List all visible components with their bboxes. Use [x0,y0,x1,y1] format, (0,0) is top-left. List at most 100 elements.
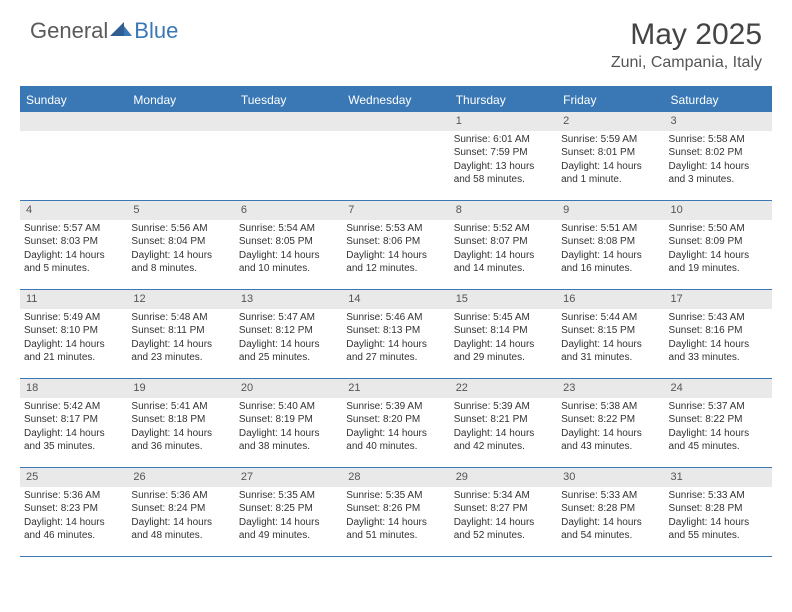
sunrise-text: Sunrise: 5:53 AM [346,222,445,236]
sunset-text: Sunset: 8:17 PM [24,413,123,427]
sun-info: Sunrise: 5:40 AMSunset: 8:19 PMDaylight:… [235,400,342,454]
day-cell: 6Sunrise: 5:54 AMSunset: 8:05 PMDaylight… [235,201,342,289]
day-cell: 29 Sunrise: 5:34 AMSunset: 8:27 PMDayligh… [450,468,557,556]
sunrise-text: Sunrise: 5:51 AM [561,222,660,236]
sunset-text: Sunset: 8:03 PM [24,235,123,249]
day-number [342,112,449,131]
day-header: Sunday [20,88,127,112]
sunset-text: Sunset: 8:25 PM [239,502,338,516]
week-row: 11Sunrise: 5:49 AMSunset: 8:10 PMDayligh… [20,290,772,379]
sun-info: Sunrise: 5:39 AMSunset: 8:21 PMDaylight:… [450,400,557,454]
daylight-text: Daylight: 14 hours and 45 minutes. [669,427,768,454]
daylight-text: Daylight: 14 hours and 3 minutes. [669,160,768,187]
sunrise-text: Sunrise: 5:49 AM [24,311,123,325]
day-cell: 15Sunrise: 5:45 AMSunset: 8:14 PMDayligh… [450,290,557,378]
daylight-text: Daylight: 14 hours and 27 minutes. [346,338,445,365]
day-number [235,112,342,131]
day-number: 15 [450,290,557,309]
day-cell: 13Sunrise: 5:47 AMSunset: 8:12 PMDayligh… [235,290,342,378]
sunrise-text: Sunrise: 6:01 AM [454,133,553,147]
daylight-text: Daylight: 14 hours and 42 minutes. [454,427,553,454]
week-row: 1Sunrise: 6:01 AMSunset: 7:59 PMDaylight… [20,112,772,201]
day-cell: 31Sunrise: 5:33 AMSunset: 8:28 PMDayligh… [665,468,772,556]
brand-blue: Blue [134,18,178,44]
sunset-text: Sunset: 8:11 PM [131,324,230,338]
day-cell: 2Sunrise: 5:59 AMSunset: 8:01 PMDaylight… [557,112,664,200]
sunset-text: Sunset: 8:16 PM [669,324,768,338]
week-row: 4Sunrise: 5:57 AMSunset: 8:03 PMDaylight… [20,201,772,290]
sun-info: Sunrise: 5:34 AMSunset: 8:27 PMDaylight:… [450,489,557,543]
day-header: Friday [557,88,664,112]
location-subtitle: Zuni, Campania, Italy [611,54,762,72]
daylight-text: Daylight: 14 hours and 8 minutes. [131,249,230,276]
day-cell: 9Sunrise: 5:51 AMSunset: 8:08 PMDaylight… [557,201,664,289]
day-cell: 16Sunrise: 5:44 AMSunset: 8:15 PMDayligh… [557,290,664,378]
day-number: 23 [557,379,664,398]
daylight-text: Daylight: 14 hours and 35 minutes. [24,427,123,454]
day-number: 8 [450,201,557,220]
sunset-text: Sunset: 8:28 PM [561,502,660,516]
sunset-text: Sunset: 8:15 PM [561,324,660,338]
day-number: 27 [235,468,342,487]
day-number: 21 [342,379,449,398]
sunset-text: Sunset: 8:07 PM [454,235,553,249]
day-number: 9 [557,201,664,220]
sunrise-text: Sunrise: 5:36 AM [24,489,123,503]
sun-info: Sunrise: 5:37 AMSunset: 8:22 PMDaylight:… [665,400,772,454]
sunset-text: Sunset: 8:14 PM [454,324,553,338]
sunset-text: Sunset: 8:24 PM [131,502,230,516]
sun-info: Sunrise: 5:41 AMSunset: 8:18 PMDaylight:… [127,400,234,454]
day-cell: 22Sunrise: 5:39 AMSunset: 8:21 PMDayligh… [450,379,557,467]
week-row: 25Sunrise: 5:36 AMSunset: 8:23 PMDayligh… [20,468,772,557]
daylight-text: Daylight: 14 hours and 43 minutes. [561,427,660,454]
sunset-text: Sunset: 8:20 PM [346,413,445,427]
daylight-text: Daylight: 14 hours and 52 minutes. [454,516,553,543]
day-number: 29 [450,468,557,487]
sunset-text: Sunset: 8:06 PM [346,235,445,249]
sunrise-text: Sunrise: 5:37 AM [669,400,768,414]
sun-info: Sunrise: 5:33 AMSunset: 8:28 PMDaylight:… [665,489,772,543]
day-cell [342,112,449,200]
day-number: 1 [450,112,557,131]
day-header: Wednesday [342,88,449,112]
day-number: 28 [342,468,449,487]
sun-info: Sunrise: 5:47 AMSunset: 8:12 PMDaylight:… [235,311,342,365]
daylight-text: Daylight: 14 hours and 16 minutes. [561,249,660,276]
day-header: Tuesday [235,88,342,112]
sunrise-text: Sunrise: 5:41 AM [131,400,230,414]
day-number: 30 [557,468,664,487]
sunrise-text: Sunrise: 5:36 AM [131,489,230,503]
sun-info: Sunrise: 5:39 AMSunset: 8:20 PMDaylight:… [342,400,449,454]
sunset-text: Sunset: 8:01 PM [561,146,660,160]
day-cell [127,112,234,200]
day-number: 11 [20,290,127,309]
day-number: 26 [127,468,234,487]
title-block: May 2025 Zuni, Campania, Italy [611,18,762,72]
daylight-text: Daylight: 14 hours and 48 minutes. [131,516,230,543]
daylight-text: Daylight: 14 hours and 1 minute. [561,160,660,187]
sun-info: Sunrise: 5:53 AMSunset: 8:06 PMDaylight:… [342,222,449,276]
day-cell: 3Sunrise: 5:58 AMSunset: 8:02 PMDaylight… [665,112,772,200]
sunrise-text: Sunrise: 5:45 AM [454,311,553,325]
sun-info: Sunrise: 5:38 AMSunset: 8:22 PMDaylight:… [557,400,664,454]
sunset-text: Sunset: 8:05 PM [239,235,338,249]
sunrise-text: Sunrise: 5:33 AM [561,489,660,503]
brand-logo: General Blue [30,18,178,44]
sunset-text: Sunset: 8:23 PM [24,502,123,516]
sunset-text: Sunset: 8:27 PM [454,502,553,516]
day-number: 17 [665,290,772,309]
day-header: Monday [127,88,234,112]
sun-info: Sunrise: 5:59 AMSunset: 8:01 PMDaylight:… [557,133,664,187]
sun-info: Sunrise: 5:56 AMSunset: 8:04 PMDaylight:… [127,222,234,276]
sunset-text: Sunset: 8:21 PM [454,413,553,427]
day-cell: 14Sunrise: 5:46 AMSunset: 8:13 PMDayligh… [342,290,449,378]
day-cell: 24Sunrise: 5:37 AMSunset: 8:22 PMDayligh… [665,379,772,467]
daylight-text: Daylight: 14 hours and 14 minutes. [454,249,553,276]
day-cell: 20Sunrise: 5:40 AMSunset: 8:19 PMDayligh… [235,379,342,467]
day-number: 7 [342,201,449,220]
sunrise-text: Sunrise: 5:46 AM [346,311,445,325]
sunrise-text: Sunrise: 5:39 AM [454,400,553,414]
day-cell: 4Sunrise: 5:57 AMSunset: 8:03 PMDaylight… [20,201,127,289]
sun-info: Sunrise: 5:54 AMSunset: 8:05 PMDaylight:… [235,222,342,276]
day-cell: 30Sunrise: 5:33 AMSunset: 8:28 PMDayligh… [557,468,664,556]
